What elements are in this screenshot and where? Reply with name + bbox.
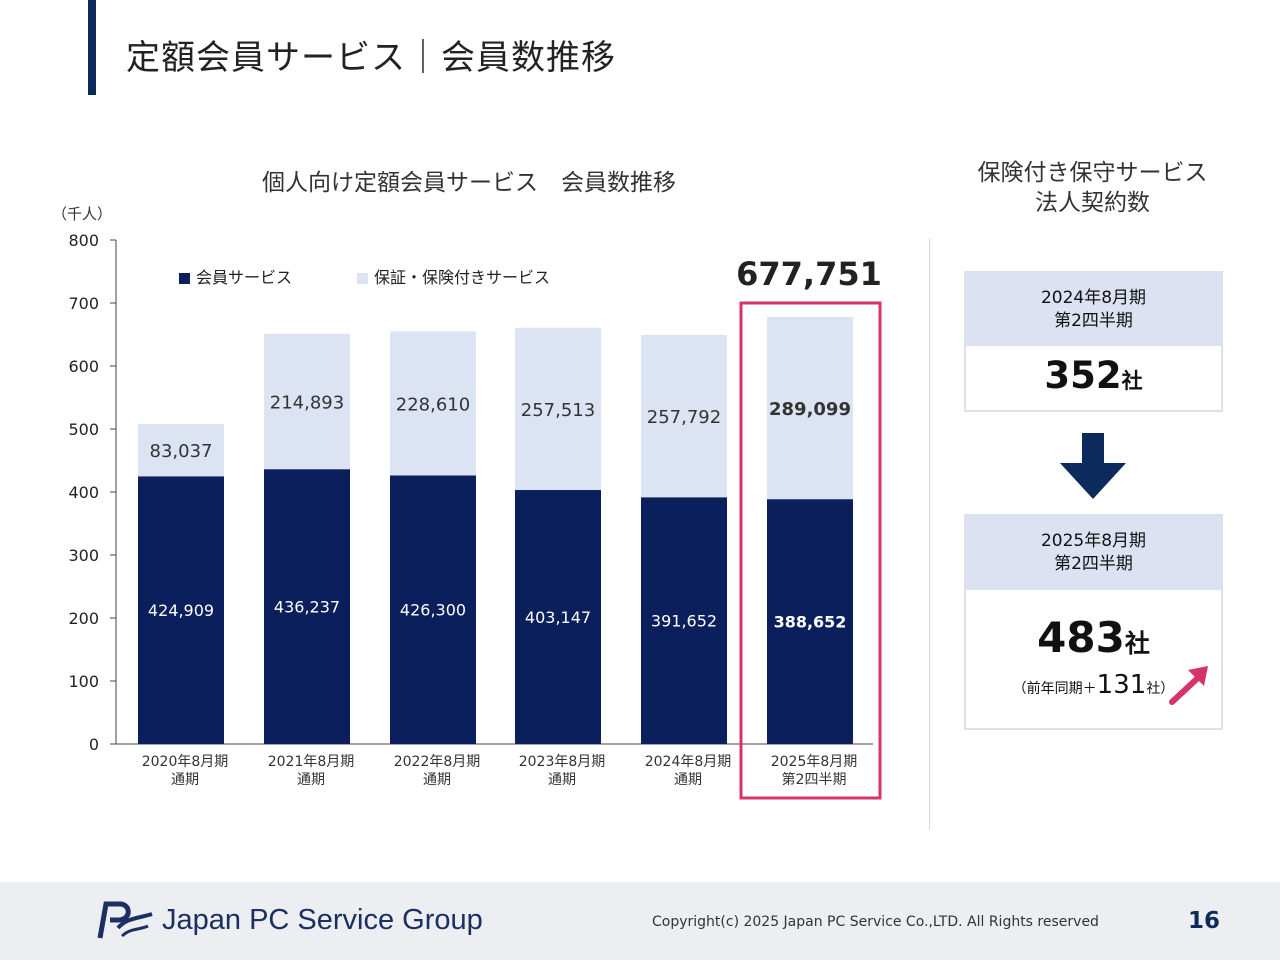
legend-swatch-member	[179, 273, 190, 284]
card-period-line2: 第2四半期	[1054, 554, 1133, 574]
data-label-member: 391,652	[651, 612, 717, 631]
data-label-guarantee: 228,610	[396, 394, 470, 415]
bar-member-service	[641, 497, 727, 744]
x-tick-label: 2023年8月期	[519, 754, 606, 770]
x-tick-label: 2021年8月期	[268, 754, 355, 770]
x-tick-label: 2025年8月期	[771, 754, 858, 770]
data-label-member: 403,147	[525, 608, 591, 627]
legend-label-member: 会員サービス	[196, 268, 292, 287]
bar-guarantee-service	[138, 423, 224, 477]
data-label-guarantee: 257,792	[647, 407, 721, 428]
data-label-member: 426,300	[400, 601, 466, 620]
y-tick-label: 100	[68, 672, 99, 691]
x-tick-label-sub: 通期	[674, 772, 702, 788]
data-label-guarantee: 289,099	[769, 399, 851, 420]
x-tick-label-sub: 通期	[548, 772, 576, 788]
logo-text: Japan PC Service Group	[162, 903, 483, 936]
x-tick-label: 2024年8月期	[645, 754, 732, 770]
contract-unit: 社	[1121, 369, 1143, 393]
right-panel-title-line2: 法人契約数	[1035, 190, 1150, 216]
up-right-arrow-icon	[1169, 666, 1208, 705]
bar-guarantee-service	[767, 317, 853, 500]
y-tick-label: 800	[68, 231, 99, 250]
bar-member-service	[767, 499, 853, 744]
x-tick-label-sub: 通期	[423, 772, 451, 788]
x-tick-label: 2020年8月期	[142, 754, 229, 770]
contract-unit: 社	[1124, 629, 1150, 658]
company-logo: Japan PC Service Group	[96, 900, 483, 940]
yoy-value: 131	[1096, 670, 1147, 700]
data-label-member: 424,909	[148, 601, 214, 620]
highlight-total-label: 677,751	[736, 255, 882, 293]
card-value-row: 483社	[966, 590, 1221, 664]
bar-guarantee-service	[390, 331, 476, 476]
right-panel-title-line1: 保険付き保守サービス	[977, 160, 1208, 186]
card-period-line2: 第2四半期	[1054, 310, 1133, 331]
panel-divider	[929, 238, 930, 830]
x-tick-label-sub: 通期	[297, 772, 325, 788]
bar-member-service	[264, 469, 350, 744]
legend-label-guarantee: 保証・保険付きサービス	[374, 268, 550, 287]
card-header: 2024年8月期 第2四半期	[966, 273, 1221, 346]
bar-guarantee-service	[515, 327, 601, 491]
bar-member-service	[138, 476, 224, 744]
y-tick-label: 600	[68, 357, 99, 376]
page-number: 16	[1188, 908, 1221, 934]
data-label-guarantee: 214,893	[270, 392, 344, 413]
right-panel-title: 保険付き保守サービス 法人契約数	[945, 158, 1240, 218]
yoy-suffix: 社）	[1146, 681, 1175, 697]
bar-member-service	[515, 490, 601, 744]
down-arrow-icon	[1060, 433, 1126, 499]
member-count-chart: 0 100 200 300 400 500 600 700 800 424,909 83,037 20…	[68, 231, 882, 800]
contract-count-2024: 352	[1044, 354, 1122, 397]
bar-member-service	[390, 475, 476, 744]
contract-card-2024: 2024年8月期 第2四半期 352社	[964, 271, 1223, 412]
card-period-line1: 2025年8月期	[1040, 531, 1147, 551]
y-axis-unit: （千人）	[52, 205, 113, 223]
card-header: 2025年8月期 第2四半期	[966, 516, 1221, 590]
y-tick-label: 400	[68, 483, 99, 502]
copyright: Copyright(c) 2025 Japan PC Service Co.,L…	[652, 914, 1099, 930]
data-label-guarantee: 257,513	[521, 400, 595, 421]
data-label-member: 436,237	[274, 598, 340, 617]
y-tick-label: 200	[68, 609, 99, 628]
x-tick-label: 2022年8月期	[394, 754, 481, 770]
card-period-line1: 2024年8月期	[1040, 287, 1147, 308]
x-tick-label-sub: 通期	[171, 772, 199, 788]
highlight-box	[739, 301, 882, 800]
card-body: 352社	[966, 346, 1221, 410]
y-tick-label: 500	[68, 420, 99, 439]
card-body: 483社 （前年同期＋131社）	[966, 590, 1221, 728]
bar-guarantee-service	[641, 334, 727, 498]
data-label-member: 388,652	[774, 613, 847, 632]
y-tick-label: 300	[68, 546, 99, 565]
x-tick-label-sub: 第2四半期	[782, 771, 847, 788]
page-title: 定額会員サービス｜会員数推移	[126, 38, 616, 78]
contract-count-2025: 483	[1037, 613, 1125, 662]
logo-mark-icon	[97, 901, 153, 939]
y-tick-label: 0	[89, 735, 99, 754]
yoy-change: （前年同期＋131社）	[966, 670, 1221, 700]
data-label-guarantee: 83,037	[150, 441, 213, 462]
bar-guarantee-service	[264, 333, 350, 470]
yoy-prefix: （前年同期＋	[1012, 681, 1097, 697]
chart-title: 個人向け定額会員サービス 会員数推移	[262, 170, 676, 196]
footer-bar	[0, 882, 1280, 960]
y-tick-label: 700	[68, 294, 99, 313]
title-accent-bar	[88, 0, 96, 95]
legend-swatch-guarantee	[357, 273, 368, 284]
